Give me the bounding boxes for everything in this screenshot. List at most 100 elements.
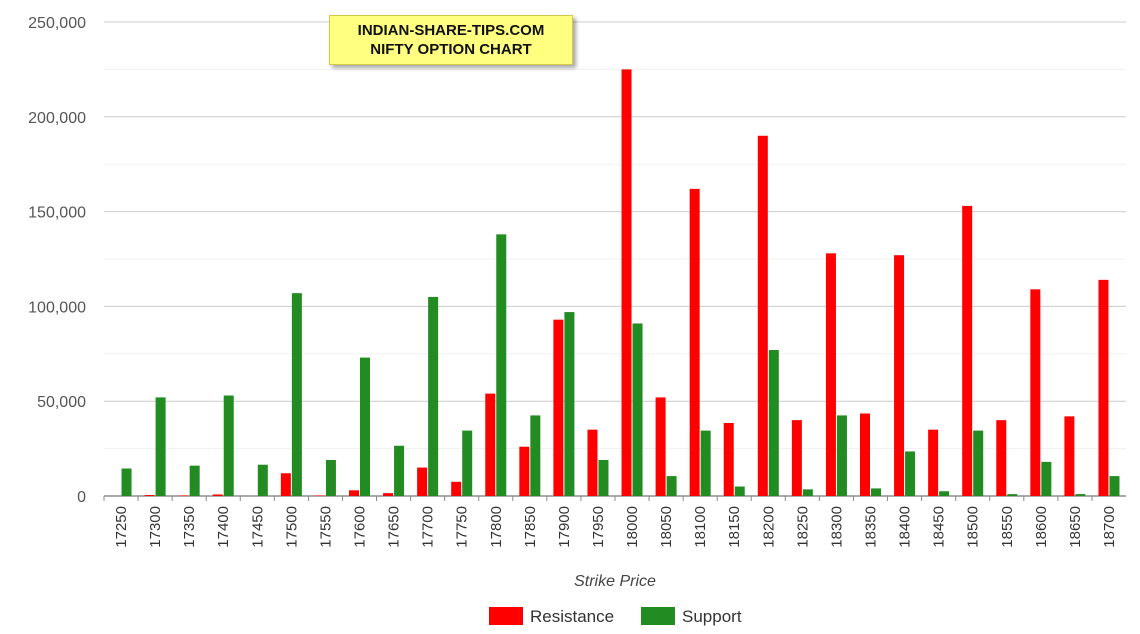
x-tick-label: 18300 <box>828 506 845 548</box>
x-tick-label: 18000 <box>624 506 641 548</box>
bar-resistance-17950[interactable] <box>587 429 598 496</box>
bar-support-18600[interactable] <box>1041 461 1052 496</box>
legend-item-support[interactable]: Support <box>641 607 742 626</box>
x-tick-label: 18500 <box>965 506 982 548</box>
bar-support-17900[interactable] <box>564 312 575 496</box>
bar-resistance-18300[interactable] <box>825 253 836 496</box>
x-tick-label: 17250 <box>113 506 130 548</box>
bar-resistance-17850[interactable] <box>519 446 530 496</box>
bar-resistance-18250[interactable] <box>791 420 802 496</box>
x-tick-label: 18150 <box>726 506 743 548</box>
bar-support-18500[interactable] <box>973 430 984 496</box>
bar-support-18200[interactable] <box>768 350 779 496</box>
x-tick-label: 17600 <box>352 506 369 548</box>
bar-support-18300[interactable] <box>836 415 847 496</box>
x-tick-label: 18450 <box>931 506 948 548</box>
x-tick-label: 17850 <box>522 506 539 548</box>
x-tick-label: 17900 <box>556 506 573 548</box>
bar-resistance-18600[interactable] <box>1030 289 1041 496</box>
bar-resistance-17700[interactable] <box>417 467 428 496</box>
bar-support-18000[interactable] <box>632 323 643 496</box>
bar-resistance-18700[interactable] <box>1098 279 1109 496</box>
bar-support-18050[interactable] <box>666 476 677 496</box>
bar-resistance-18100[interactable] <box>689 188 700 496</box>
bar-resistance-17500[interactable] <box>280 473 291 496</box>
bar-resistance-18200[interactable] <box>757 135 768 496</box>
bar-support-18250[interactable] <box>802 489 813 496</box>
bar-support-17550[interactable] <box>325 459 336 496</box>
x-tick-label: 17450 <box>249 506 266 548</box>
x-tick-label: 18600 <box>1033 506 1050 548</box>
x-axis-ticks: 17250 17300 17350 17400 17450 17500 17550 17600… <box>103 496 1118 548</box>
bar-resistance-18450[interactable] <box>928 429 939 496</box>
bar-support-17800[interactable] <box>496 234 507 497</box>
bar-support-17400[interactable] <box>223 395 234 496</box>
y-tick-label: 0 <box>77 489 86 506</box>
x-tick-label: 17750 <box>454 506 471 548</box>
x-tick-label: 18250 <box>794 506 811 548</box>
y-tick-label: 200,000 <box>28 110 86 127</box>
bar-support-17650[interactable] <box>394 445 405 496</box>
y-axis-ticks: 0 50,000 100,000 150,000 200,000 250,000 <box>28 15 86 506</box>
x-tick-label: 18050 <box>658 506 675 548</box>
bar-resistance-18500[interactable] <box>962 205 973 497</box>
x-tick-label: 17950 <box>590 506 607 548</box>
bar-support-18350[interactable] <box>871 488 881 496</box>
y-tick-label: 50,000 <box>37 394 86 411</box>
bar-resistance-17750[interactable] <box>451 481 462 496</box>
bar-support-17750[interactable] <box>462 430 473 496</box>
bar-support-18550[interactable] <box>1007 494 1018 496</box>
bar-resistance-17350[interactable] <box>178 495 189 496</box>
legend-swatch <box>641 607 675 625</box>
bar-resistance-17650[interactable] <box>383 493 394 496</box>
legend-item-resistance[interactable]: Resistance <box>489 607 614 626</box>
x-tick-label: 18100 <box>692 506 709 548</box>
bar-resistance-18400[interactable] <box>894 255 905 496</box>
x-tick-label: 17800 <box>488 506 505 548</box>
title-line-2: NIFTY OPTION CHART <box>370 41 532 58</box>
bar-support-18150[interactable] <box>734 486 745 496</box>
chart-title-box: INDIAN-SHARE-TIPS.COM NIFTY OPTION CHART <box>329 15 573 65</box>
bar-support-17600[interactable] <box>360 357 370 496</box>
y-tick-label: 100,000 <box>28 299 86 316</box>
bar-support-17500[interactable] <box>291 293 302 496</box>
bar-support-17250[interactable] <box>121 468 132 496</box>
bar-support-18100[interactable] <box>700 430 711 496</box>
bar-support-17700[interactable] <box>428 296 439 496</box>
legend[interactable]: Resistance Support <box>489 607 742 626</box>
bar-support-18650[interactable] <box>1075 494 1086 496</box>
bar-resistance-17900[interactable] <box>553 319 564 496</box>
bar-resistance-18350[interactable] <box>860 413 870 496</box>
bar-resistance-17600[interactable] <box>349 490 359 496</box>
bar-support-17450[interactable] <box>257 464 268 496</box>
x-tick-label: 18350 <box>863 506 880 548</box>
x-tick-label: 17700 <box>420 506 437 548</box>
bar-support-18400[interactable] <box>905 451 916 496</box>
bar-support-18700[interactable] <box>1109 476 1120 496</box>
x-tick-label: 18550 <box>999 506 1016 548</box>
bar-resistance-17300[interactable] <box>144 495 155 496</box>
bar-resistance-18150[interactable] <box>723 423 734 496</box>
x-tick-label: 17350 <box>181 506 198 548</box>
legend-swatch <box>489 607 523 625</box>
title-line-1: INDIAN-SHARE-TIPS.COM <box>357 22 545 39</box>
bar-resistance-18650[interactable] <box>1064 416 1075 496</box>
legend-label: Resistance <box>530 607 614 626</box>
bar-resistance-17550[interactable] <box>314 495 325 496</box>
bar-resistance-18050[interactable] <box>655 397 666 496</box>
x-tick-label: 17650 <box>386 506 403 548</box>
bar-support-18450[interactable] <box>939 491 950 496</box>
bar-resistance-17400[interactable] <box>212 494 223 496</box>
grid-lines <box>104 21 1126 497</box>
y-tick-label: 150,000 <box>28 205 86 222</box>
bar-resistance-18550[interactable] <box>996 420 1007 496</box>
bar-support-17350[interactable] <box>189 465 200 496</box>
bar-support-17850[interactable] <box>530 415 541 496</box>
bar-support-17300[interactable] <box>155 397 166 496</box>
x-axis-label: Strike Price <box>574 573 656 590</box>
bar-support-17950[interactable] <box>598 459 609 496</box>
bar-resistance-17800[interactable] <box>485 393 496 496</box>
bar-resistance-18000[interactable] <box>621 69 632 497</box>
